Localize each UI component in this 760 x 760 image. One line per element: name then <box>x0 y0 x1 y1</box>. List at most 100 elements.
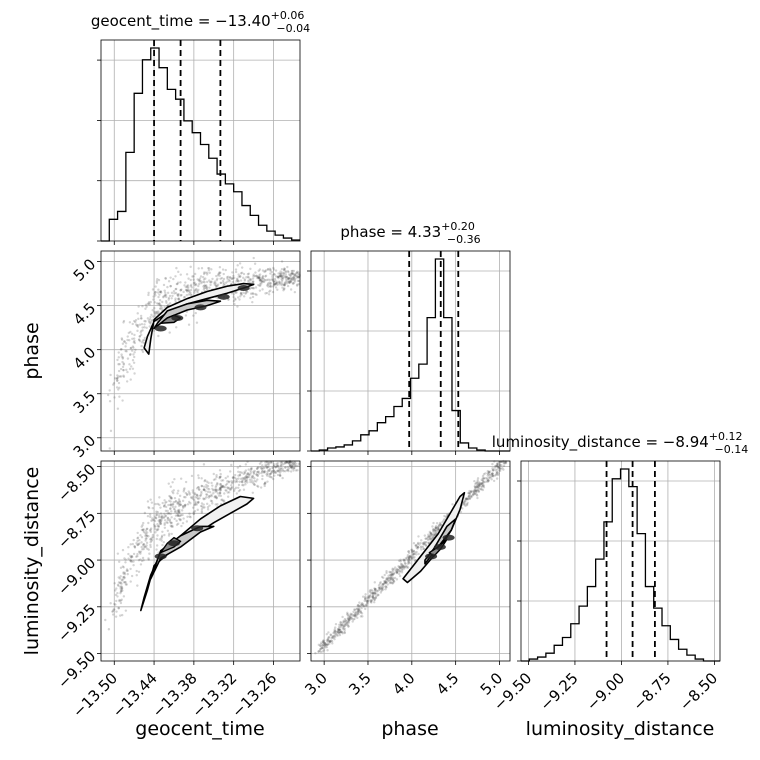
scatter-point <box>424 541 427 544</box>
scatter-point <box>244 475 247 479</box>
scatter-point <box>157 513 161 517</box>
scatter-point <box>435 522 439 525</box>
scatter-point <box>149 530 153 534</box>
scatter-point <box>147 293 150 297</box>
scatter-point <box>407 558 411 561</box>
scatter-point <box>285 275 289 279</box>
scatter-point <box>381 582 384 586</box>
scatter-point <box>155 529 158 532</box>
scatter-point <box>255 473 258 476</box>
scatter-point <box>356 609 360 613</box>
scatter-point <box>283 267 286 271</box>
scatter-point <box>338 625 341 629</box>
scatter-point <box>185 273 189 276</box>
scatter-point <box>215 284 218 288</box>
scatter-point <box>137 317 140 321</box>
scatter-point <box>246 273 250 276</box>
scatter-point <box>389 574 393 577</box>
scatter-point <box>396 570 399 573</box>
scatter-point <box>195 487 199 490</box>
scatter-point <box>115 379 119 383</box>
scatter-point <box>381 586 384 590</box>
scatter-point <box>403 558 406 562</box>
scatter-point <box>244 477 248 480</box>
scatter-point <box>125 569 129 573</box>
scatter-point <box>252 256 255 260</box>
scatter-point <box>283 274 286 278</box>
scatter-point <box>492 469 495 472</box>
scatter-point <box>129 330 132 334</box>
scatter-point <box>470 489 473 493</box>
scatter-point <box>279 464 283 467</box>
scatter-point <box>381 586 384 590</box>
scatter-point <box>427 533 430 536</box>
scatter-point <box>178 514 182 518</box>
scatter-point <box>234 486 238 490</box>
scatter-point <box>181 504 185 508</box>
scatter-point <box>151 517 154 520</box>
scatter-point <box>495 472 498 476</box>
scatter-point <box>263 481 267 485</box>
scatter-point <box>269 268 272 271</box>
scatter-point <box>242 472 245 476</box>
scatter-point <box>482 486 486 489</box>
scatter-point <box>471 493 475 497</box>
scatter-point <box>392 572 396 576</box>
scatter-point <box>329 639 332 643</box>
scatter-point <box>118 395 121 398</box>
scatter-point <box>346 613 349 616</box>
scatter-point <box>466 498 470 501</box>
scatter-point <box>138 542 141 545</box>
scatter-point <box>411 552 415 556</box>
scatter-point <box>189 496 193 499</box>
scatter-point <box>276 464 280 468</box>
scatter-point <box>144 531 147 535</box>
scatter-point <box>154 291 157 294</box>
scatter-point <box>385 581 388 584</box>
scatter-point <box>274 286 278 289</box>
scatter-point <box>218 274 221 277</box>
scatter-point <box>488 470 492 473</box>
scatter-point <box>141 543 145 547</box>
scatter-point <box>433 533 436 537</box>
scatter-point <box>368 599 372 602</box>
scatter-point <box>215 490 218 493</box>
scatter-point <box>290 464 294 468</box>
scatter-point <box>491 474 494 477</box>
scatter-point <box>280 272 283 276</box>
scatter-point <box>227 480 231 483</box>
scatter-point <box>174 275 177 278</box>
scatter-point <box>278 283 281 286</box>
scatter-point <box>172 500 175 504</box>
scatter-point <box>413 552 416 556</box>
scatter-point <box>443 514 446 518</box>
scatter-point <box>290 269 294 273</box>
scatter-point <box>495 473 498 477</box>
scatter-point <box>177 514 181 518</box>
scatter-point <box>402 564 406 568</box>
scatter-point <box>225 489 228 492</box>
scatter-point <box>233 276 236 280</box>
scatter-point <box>140 317 143 320</box>
scatter-point <box>116 591 119 595</box>
scatter-point <box>121 579 124 582</box>
scatter-point <box>250 479 253 482</box>
scatter-point <box>211 502 214 505</box>
scatter-point <box>488 473 491 477</box>
scatter-point <box>119 590 123 593</box>
scatter-point <box>196 501 200 504</box>
scatter-point <box>231 481 234 484</box>
scatter-point <box>360 603 363 606</box>
scatter-point <box>332 636 335 639</box>
scatter-point <box>348 616 352 619</box>
scatter-point <box>404 557 407 560</box>
scatter-point <box>272 280 276 284</box>
scatter-point <box>280 267 284 271</box>
scatter-point <box>464 499 467 503</box>
scatter-point <box>136 329 139 333</box>
scatter-point <box>356 611 360 614</box>
scatter-point <box>496 473 500 477</box>
scatter-point <box>347 625 350 628</box>
scatter-point <box>131 542 134 546</box>
scatter-point <box>491 474 495 477</box>
